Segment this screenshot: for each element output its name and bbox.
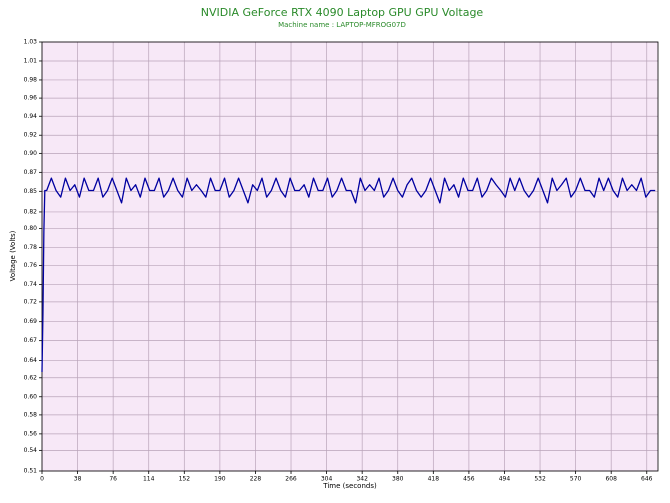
y-tick-label: 0.60 bbox=[24, 393, 38, 400]
x-tick-label: 418 bbox=[428, 476, 440, 483]
x-tick-label: 190 bbox=[214, 476, 226, 483]
x-tick-label: 0 bbox=[40, 476, 44, 483]
y-tick-label: 1.03 bbox=[24, 39, 38, 46]
x-tick-label: 494 bbox=[499, 476, 511, 483]
x-tick-label: 342 bbox=[356, 476, 368, 483]
x-tick-label: 114 bbox=[143, 476, 155, 483]
y-tick-label: 0.72 bbox=[24, 298, 38, 305]
chart-subtitle: Machine name : LAPTOP-MFROG07D bbox=[278, 21, 406, 29]
y-tick-label: 0.90 bbox=[24, 150, 38, 157]
x-tick-label: 38 bbox=[74, 476, 82, 483]
x-tick-label: 646 bbox=[641, 476, 653, 483]
y-axis-label: Voltage (Volts) bbox=[9, 230, 17, 281]
data-line bbox=[41, 177, 656, 373]
y-tick-label: 0.64 bbox=[24, 357, 38, 364]
y-tick-label: 0.67 bbox=[24, 337, 38, 344]
y-tick-label: 0.92 bbox=[24, 132, 38, 139]
x-tick-label: 266 bbox=[285, 476, 297, 483]
y-tick-label: 0.74 bbox=[24, 281, 38, 288]
x-tick-label: 608 bbox=[605, 476, 617, 483]
y-tick-label: 0.78 bbox=[24, 244, 38, 251]
y-tick-label: 0.56 bbox=[24, 430, 38, 437]
y-tick-label: 0.85 bbox=[24, 188, 38, 195]
x-axis-label: Time (seconds) bbox=[322, 482, 377, 490]
y-tick-label: 0.76 bbox=[24, 262, 38, 269]
y-tick-label: 0.98 bbox=[24, 76, 38, 83]
x-tick-label: 532 bbox=[534, 476, 546, 483]
x-tick-label: 570 bbox=[570, 476, 582, 483]
x-tick-label: 76 bbox=[109, 476, 117, 483]
y-tick-label: 0.51 bbox=[24, 468, 38, 475]
y-tick-label: 0.62 bbox=[24, 374, 38, 381]
y-tick-label: 0.58 bbox=[24, 411, 38, 418]
y-tick-label: 0.54 bbox=[24, 447, 38, 454]
y-tick-label: 0.80 bbox=[24, 225, 38, 232]
y-tick-label: 0.82 bbox=[24, 208, 38, 215]
y-tick-label: 0.69 bbox=[24, 318, 38, 325]
chart-title: NVIDIA GeForce RTX 4090 Laptop GPU GPU V… bbox=[201, 6, 484, 19]
y-tick-label: 0.96 bbox=[24, 95, 38, 102]
y-tick-label: 0.94 bbox=[24, 113, 38, 120]
plot-frame bbox=[41, 41, 659, 472]
x-tick-label: 304 bbox=[321, 476, 333, 483]
x-tick-label: 456 bbox=[463, 476, 475, 483]
y-tick-label: 0.87 bbox=[24, 169, 38, 176]
x-tick-label: 228 bbox=[250, 476, 262, 483]
plot-area bbox=[42, 42, 658, 471]
y-tick-label: 1.01 bbox=[24, 57, 38, 64]
x-tick-label: 152 bbox=[179, 476, 191, 483]
x-tick-label: 380 bbox=[392, 476, 404, 483]
